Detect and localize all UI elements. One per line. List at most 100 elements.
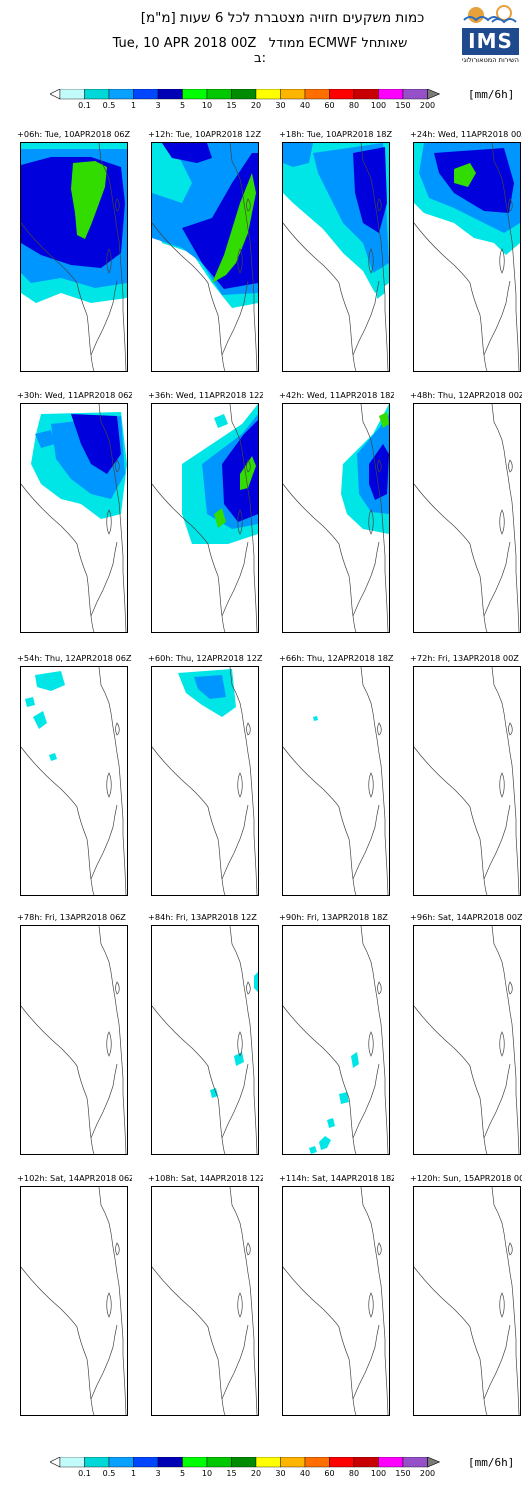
precip-map xyxy=(283,667,389,895)
precip-area xyxy=(49,753,57,761)
precip-area xyxy=(454,163,476,187)
coastline xyxy=(283,222,357,371)
panel-map xyxy=(20,1186,128,1416)
border-line xyxy=(491,404,520,632)
precip-map xyxy=(152,1187,258,1415)
colorbar-bottom-swatch xyxy=(378,1457,404,1468)
coastline xyxy=(152,1005,226,1154)
precip-area xyxy=(35,671,65,691)
colorbar-bottom-unit: [mm/6h] xyxy=(468,1456,515,1469)
lake-outline xyxy=(499,198,513,274)
precip-area xyxy=(210,1088,218,1098)
colorbar-top-tick-label: 20 xyxy=(250,101,262,110)
precip-area xyxy=(339,1092,349,1104)
panel-map xyxy=(151,1186,259,1416)
init-time: Tue, 10 APR 2018 00Z xyxy=(112,36,257,51)
panel-time-label: +06h: Tue, 10APR2018 06Z xyxy=(17,129,131,139)
colorbar-top-tick-label: 0.5 xyxy=(102,101,116,110)
border-line xyxy=(221,804,249,880)
colorbar-bottom-swatch xyxy=(206,1457,232,1468)
colorbar-top-swatch xyxy=(84,89,110,100)
colorbar-bottom-tick-label: 60 xyxy=(324,1469,335,1478)
colorbar-top-tick-label: 80 xyxy=(348,101,360,110)
colorbar-top-tick-label: 100 xyxy=(370,101,387,110)
lake-outline xyxy=(106,1242,120,1318)
colorbar-bottom-tick-label: 0.5 xyxy=(102,1469,116,1478)
border-line xyxy=(229,926,258,1154)
precip-area xyxy=(434,148,514,213)
precip-area xyxy=(351,1052,359,1068)
precip-map xyxy=(21,667,127,895)
ims-logo: IMS השירות המטאורולוגי xyxy=(462,4,519,66)
precip-map xyxy=(414,404,520,632)
border-line xyxy=(491,926,520,1154)
colorbar-top-swatch xyxy=(304,89,330,100)
logo-text: IMS xyxy=(462,28,519,55)
colorbar-top-arrow-left xyxy=(50,89,61,100)
coastline xyxy=(283,1266,357,1415)
lake-outline xyxy=(237,722,251,798)
border-line xyxy=(98,143,127,371)
panel-map xyxy=(413,1186,521,1416)
border-line xyxy=(360,667,389,895)
coastline xyxy=(152,746,226,895)
precip-area xyxy=(71,161,107,239)
border-line xyxy=(352,1063,380,1139)
precip-map xyxy=(152,667,258,895)
panel-map xyxy=(20,142,128,372)
panel-map xyxy=(151,403,259,633)
colorbar-bottom-swatch xyxy=(402,1457,428,1468)
border-line xyxy=(221,1063,249,1139)
logo-weather-graphic xyxy=(462,4,519,28)
colorbar-bottom-swatch xyxy=(182,1457,208,1468)
panel-map xyxy=(151,925,259,1155)
border-line xyxy=(352,804,380,880)
colorbar-bottom-swatch xyxy=(231,1457,257,1468)
colorbar-bottom-tick-label: 100 xyxy=(370,1469,387,1478)
border-line xyxy=(352,541,380,617)
precip-map xyxy=(21,404,127,632)
colorbar-top-unit: [mm/6h] xyxy=(468,88,515,101)
coastline xyxy=(21,1005,95,1154)
lake-outline xyxy=(237,459,251,535)
border-line xyxy=(90,541,118,617)
panel-map xyxy=(413,403,521,633)
border-line xyxy=(483,804,511,880)
colorbar-top-swatch xyxy=(206,89,232,100)
colorbar-top-swatch xyxy=(182,89,208,100)
coastline xyxy=(414,222,488,371)
precip-area xyxy=(353,147,387,233)
colorbar-top-swatch xyxy=(402,89,428,100)
panel-map xyxy=(20,666,128,896)
precip-map xyxy=(283,143,389,371)
border-line xyxy=(98,667,127,895)
panel-time-label: +84h: Fri, 13APR2018 12Z xyxy=(148,912,257,922)
precip-map xyxy=(152,926,258,1154)
colorbar-top-tick-label: 15 xyxy=(226,101,237,110)
precip-area xyxy=(214,414,228,428)
precip-map xyxy=(21,1187,127,1415)
panel-map xyxy=(151,666,259,896)
coastline xyxy=(21,222,95,371)
colorbar-top-swatch xyxy=(59,89,85,100)
colorbar-top-swatch xyxy=(329,89,355,100)
lake-outline xyxy=(106,198,120,274)
precip-area xyxy=(309,1146,317,1154)
lake-outline xyxy=(106,459,120,535)
lake-outline xyxy=(499,981,513,1057)
precip-area xyxy=(212,173,256,283)
panel-map xyxy=(282,666,390,896)
panel-time-label: +108h: Sat, 14APR2018 12Z xyxy=(148,1173,263,1183)
colorbar-bottom-arrow-left xyxy=(50,1457,61,1468)
panel-map xyxy=(282,925,390,1155)
colorbar-bottom-swatch xyxy=(157,1457,183,1468)
coastline xyxy=(414,746,488,895)
precip-map xyxy=(283,1187,389,1415)
border-line xyxy=(491,667,520,895)
colorbar-bottom-tick-label: 200 xyxy=(419,1469,436,1478)
colorbar-bottom-swatch xyxy=(304,1457,330,1468)
panel-time-label: +12h: Tue, 10APR2018 12Z xyxy=(148,129,262,139)
border-line xyxy=(98,926,127,1154)
precip-map xyxy=(283,926,389,1154)
colorbar-top-swatch xyxy=(280,89,306,100)
